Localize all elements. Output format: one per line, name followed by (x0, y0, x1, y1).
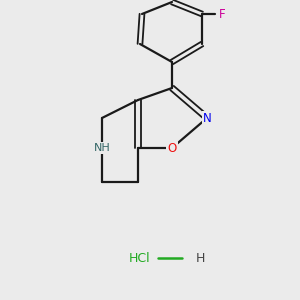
Text: F: F (219, 8, 225, 20)
Text: O: O (167, 142, 177, 154)
Text: N: N (202, 112, 211, 124)
Text: H: H (195, 251, 205, 265)
Text: NH: NH (94, 143, 110, 153)
Text: HCl: HCl (129, 251, 151, 265)
